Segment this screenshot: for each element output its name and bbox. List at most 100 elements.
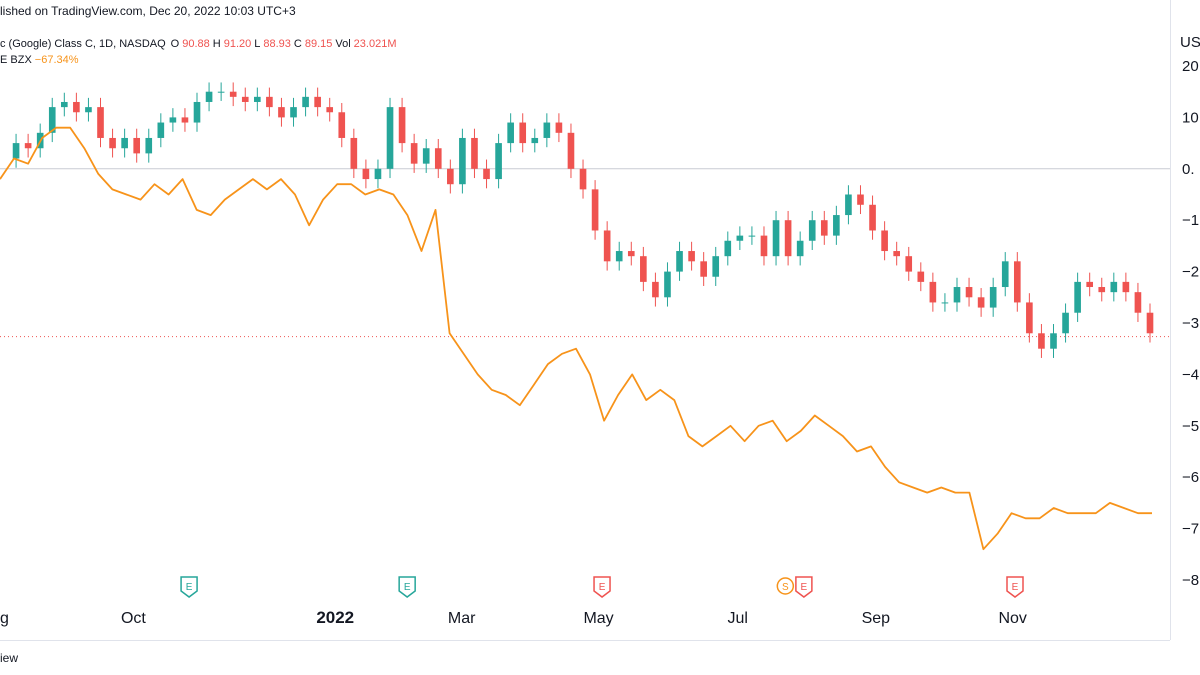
price-axis[interactable] xyxy=(1170,0,1200,640)
candle-body xyxy=(736,235,744,241)
candle-body xyxy=(386,107,394,169)
candle-body xyxy=(326,107,334,113)
legend-symbol[interactable]: c (Google) Class C, 1D, NASDAQ xyxy=(0,38,166,50)
candle-body xyxy=(543,122,551,138)
candle-body xyxy=(845,194,852,216)
candle-body xyxy=(398,107,406,144)
candle-body xyxy=(362,168,370,180)
candle-body xyxy=(1146,312,1154,334)
candle-body xyxy=(989,287,997,308)
candle-body xyxy=(109,137,116,149)
candle-body xyxy=(664,271,671,298)
y-tick-label: −5 xyxy=(1182,418,1199,435)
legend-close-value: 89.15 xyxy=(304,38,333,50)
x-tick-label: 2022 xyxy=(316,608,354,627)
x-tick-label: May xyxy=(583,610,613,627)
legend-low-label: L xyxy=(254,38,261,50)
candle-body xyxy=(60,101,68,108)
compare-series-line xyxy=(0,126,1152,551)
candle-body xyxy=(869,204,876,231)
candle-body xyxy=(615,251,623,262)
y-tick-label: −2 xyxy=(1182,264,1199,281)
candle-body xyxy=(808,220,816,241)
candle-body xyxy=(133,137,141,154)
candle-body xyxy=(459,137,466,185)
candle-body xyxy=(953,287,961,303)
x-tick-label: Jul xyxy=(728,610,748,627)
candle-body xyxy=(266,96,273,108)
candle-body xyxy=(627,251,635,257)
candle-body xyxy=(748,235,756,237)
earnings-marker xyxy=(795,576,813,598)
candle-body xyxy=(784,220,792,257)
y-tick-label: −4 xyxy=(1182,366,1199,383)
y-tick-label: −7 xyxy=(1182,521,1199,538)
event-marker-label: E xyxy=(801,582,808,593)
candle-body xyxy=(447,168,454,185)
candle-body xyxy=(591,189,599,231)
candle-body xyxy=(410,143,418,164)
published-caption: lished on TradingView.com, Dec 20, 2022 … xyxy=(0,4,296,18)
earnings-marker xyxy=(593,576,611,598)
y-tick-label: −3 xyxy=(1182,315,1199,332)
candle-body xyxy=(1122,281,1130,293)
candle-body xyxy=(724,240,732,257)
candle-body xyxy=(205,91,213,102)
candle-body xyxy=(181,117,189,123)
candle-body xyxy=(640,256,647,282)
event-marker-label: E xyxy=(1012,582,1019,593)
candle-body xyxy=(97,107,104,138)
legend-high-label: H xyxy=(212,38,221,50)
candle-body xyxy=(507,122,514,144)
candle-body xyxy=(893,251,900,257)
y-tick-label: −6 xyxy=(1182,469,1199,486)
x-tick-label: Nov xyxy=(998,610,1026,627)
axis-currency-label[interactable]: US xyxy=(1180,34,1200,51)
candle-body xyxy=(519,122,527,144)
candle-body xyxy=(193,101,201,123)
legend-close-label: C xyxy=(293,38,302,50)
candle-body xyxy=(857,194,864,205)
candle-body xyxy=(965,287,973,298)
candle-body xyxy=(24,143,32,149)
candle-body xyxy=(85,107,92,113)
event-marker-label: E xyxy=(599,582,606,593)
candle-body xyxy=(254,96,261,102)
chart-canvas[interactable]: 20 10 0. −1 −2 −3 −4 −5 −6 −7 −8 g Oct 2022 Mar May Jul S… xyxy=(0,0,1200,640)
legend-low-value: 88.93 xyxy=(263,38,291,50)
legend-high-value: 91.20 xyxy=(223,38,252,50)
time-axis-divider xyxy=(0,640,1170,641)
candle-body xyxy=(374,168,382,180)
candle-body xyxy=(314,96,321,108)
candle-body xyxy=(157,122,165,138)
event-marker-label: E xyxy=(186,582,193,593)
candle-body xyxy=(121,137,128,149)
candle-body xyxy=(941,302,949,304)
y-tick-label: 0. xyxy=(1182,161,1195,178)
candle-body xyxy=(603,230,611,262)
x-tick-label: g xyxy=(0,610,9,627)
candle-body xyxy=(1134,292,1142,313)
candle-body xyxy=(905,256,913,272)
event-marker-label: S xyxy=(782,582,789,593)
candle-body xyxy=(820,220,828,236)
candle-body xyxy=(1026,302,1033,334)
candle-body xyxy=(1074,281,1081,313)
dividend-marker xyxy=(776,577,795,595)
candle-body xyxy=(555,122,563,133)
candle-body xyxy=(278,107,285,118)
brand-footer: iew xyxy=(0,651,19,665)
y-tick-label: 10 xyxy=(1182,109,1199,126)
candle-body xyxy=(796,240,804,257)
candle-body xyxy=(338,112,346,138)
legend-compare-row: E BZX −67.34% xyxy=(0,52,396,68)
candle-body xyxy=(1062,312,1069,334)
candle-body xyxy=(434,148,442,169)
earnings-marker xyxy=(1006,576,1024,598)
legend-compare-symbol[interactable]: E BZX xyxy=(0,54,32,66)
candle-body xyxy=(422,148,430,164)
candle-body xyxy=(12,143,20,159)
candle-body xyxy=(471,137,478,169)
legend-open-value: 90.88 xyxy=(182,38,210,50)
